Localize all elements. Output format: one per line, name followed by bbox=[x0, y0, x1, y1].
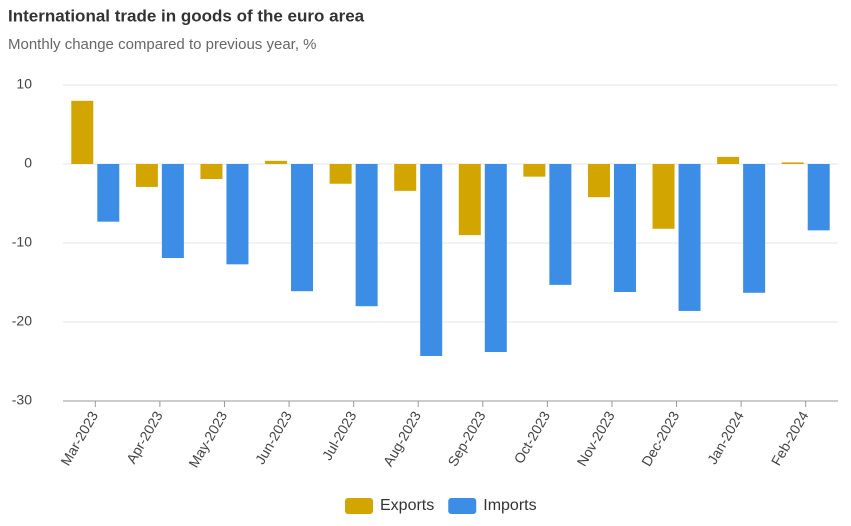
bar bbox=[200, 164, 223, 180]
bar bbox=[678, 164, 701, 311]
x-tick-label: Mar-2023 bbox=[57, 408, 101, 468]
bar bbox=[71, 100, 94, 164]
y-tick-label: -20 bbox=[12, 313, 32, 329]
bar bbox=[743, 164, 766, 293]
bar bbox=[161, 164, 184, 259]
chart-title: International trade in goods of the euro… bbox=[8, 6, 365, 25]
x-tick-label: Nov-2023 bbox=[574, 408, 618, 469]
x-tick-label: Dec-2023 bbox=[638, 408, 682, 469]
legend-swatch bbox=[448, 498, 477, 514]
bar bbox=[807, 164, 830, 231]
bar bbox=[394, 164, 417, 191]
bar bbox=[135, 164, 158, 187]
bar bbox=[613, 164, 636, 292]
bar bbox=[97, 164, 120, 222]
chart-subtitle: Monthly change compared to previous year… bbox=[8, 36, 317, 53]
bar bbox=[458, 164, 481, 236]
y-tick-label: 10 bbox=[16, 76, 32, 92]
bar bbox=[523, 164, 546, 177]
bar bbox=[717, 156, 740, 164]
y-tick-label: -30 bbox=[12, 392, 32, 408]
bar bbox=[329, 164, 352, 184]
legend-label: Imports bbox=[483, 497, 536, 514]
bar bbox=[355, 164, 378, 307]
legend-swatch bbox=[345, 498, 373, 514]
x-tick-label: Oct-2023 bbox=[511, 408, 554, 466]
bar bbox=[226, 164, 249, 265]
bar bbox=[291, 164, 314, 292]
x-tick-label: Jul-2023 bbox=[319, 408, 360, 463]
x-tick-label: Aug-2023 bbox=[380, 408, 424, 469]
x-tick-label: Apr-2023 bbox=[123, 408, 166, 466]
legend-label: Exports bbox=[380, 497, 434, 514]
x-tick-label: May-2023 bbox=[185, 408, 230, 470]
bar bbox=[587, 164, 610, 198]
bar bbox=[265, 160, 288, 164]
x-tick-label: Sep-2023 bbox=[444, 408, 488, 469]
y-tick-label: -10 bbox=[12, 234, 32, 250]
y-tick-label: 0 bbox=[24, 155, 32, 171]
bar bbox=[781, 162, 804, 164]
bar bbox=[420, 164, 443, 356]
bar bbox=[652, 164, 675, 229]
bar bbox=[484, 164, 507, 353]
x-tick-label: Feb-2024 bbox=[768, 408, 812, 468]
x-tick-label: Jun-2023 bbox=[252, 408, 295, 467]
x-tick-label: Jan-2024 bbox=[704, 408, 747, 467]
bar bbox=[549, 164, 572, 285]
